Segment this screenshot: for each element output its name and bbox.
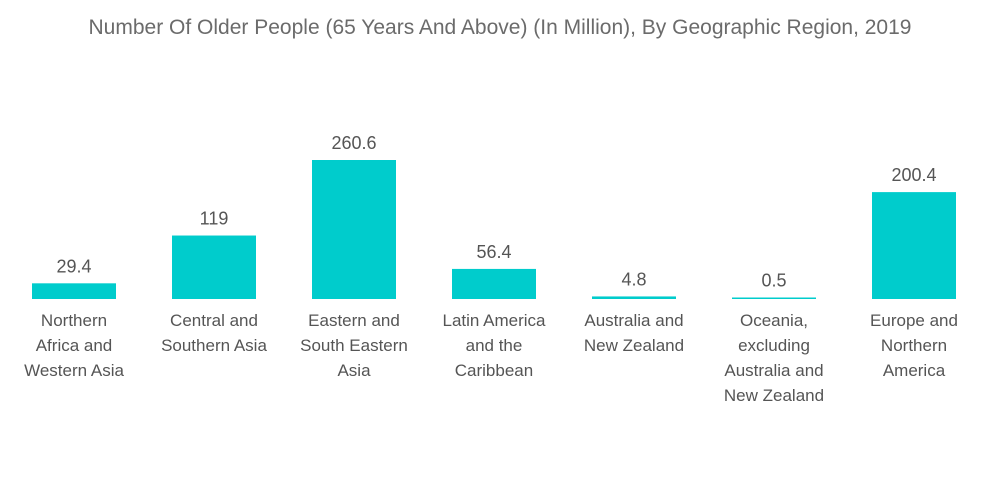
category-label-line: Central and	[170, 311, 258, 330]
category-label-line: New Zealand	[583, 336, 685, 355]
value-label: 4.8	[621, 269, 646, 289]
category-label-line: Oceania,	[739, 311, 809, 330]
category-label-line: Europe and	[870, 311, 958, 330]
category-label-line: Caribbean	[454, 361, 534, 380]
category-label: Europe and Northern America	[839, 308, 989, 383]
category-label-line: excluding	[738, 336, 810, 355]
category-label-line: Western Asia	[24, 361, 124, 380]
bar	[592, 296, 676, 299]
value-label: 119	[200, 209, 229, 229]
category-label-line: Latin America	[442, 311, 546, 330]
bar	[732, 297, 816, 299]
category-label-line: and the	[465, 336, 523, 355]
chart-title: Number Of Older People (65 Years And Abo…	[88, 16, 912, 39]
category-label-line: America	[882, 361, 946, 380]
category-label-line: New Zealand	[723, 386, 825, 405]
value-label: 260.6	[331, 133, 376, 153]
category-label-line: Northern	[40, 311, 108, 330]
category-label-line: Australia and	[584, 311, 684, 330]
category-label-line: Asia	[337, 361, 371, 380]
category-label: Australia and New Zealand	[559, 308, 709, 358]
category-label-line: Southern Asia	[161, 336, 267, 355]
value-label: 200.4	[891, 165, 936, 185]
value-label: 56.4	[476, 242, 511, 262]
category-label: Central and Southern Asia	[139, 308, 289, 358]
bar	[312, 160, 396, 299]
value-label: 29.4	[56, 256, 91, 276]
category-label: Northern Africa and Western Asia	[0, 308, 149, 383]
bar	[32, 283, 116, 299]
category-label: Eastern and South Eastern Asia	[279, 308, 429, 383]
category-label: Oceania, excluding Australia and New Zealan…	[699, 308, 849, 408]
category-label-line: South Eastern	[300, 336, 408, 355]
category-label-line: Africa and	[35, 336, 113, 355]
category-label-line: Eastern and	[308, 311, 400, 330]
bar	[452, 268, 536, 299]
category-label-line: Northern	[880, 336, 948, 355]
bar	[172, 235, 256, 299]
value-label: 0.5	[761, 271, 786, 291]
category-label: Latin America and the Caribbean	[419, 308, 569, 383]
category-label-line: Australia and	[724, 361, 824, 380]
bar	[872, 192, 956, 299]
